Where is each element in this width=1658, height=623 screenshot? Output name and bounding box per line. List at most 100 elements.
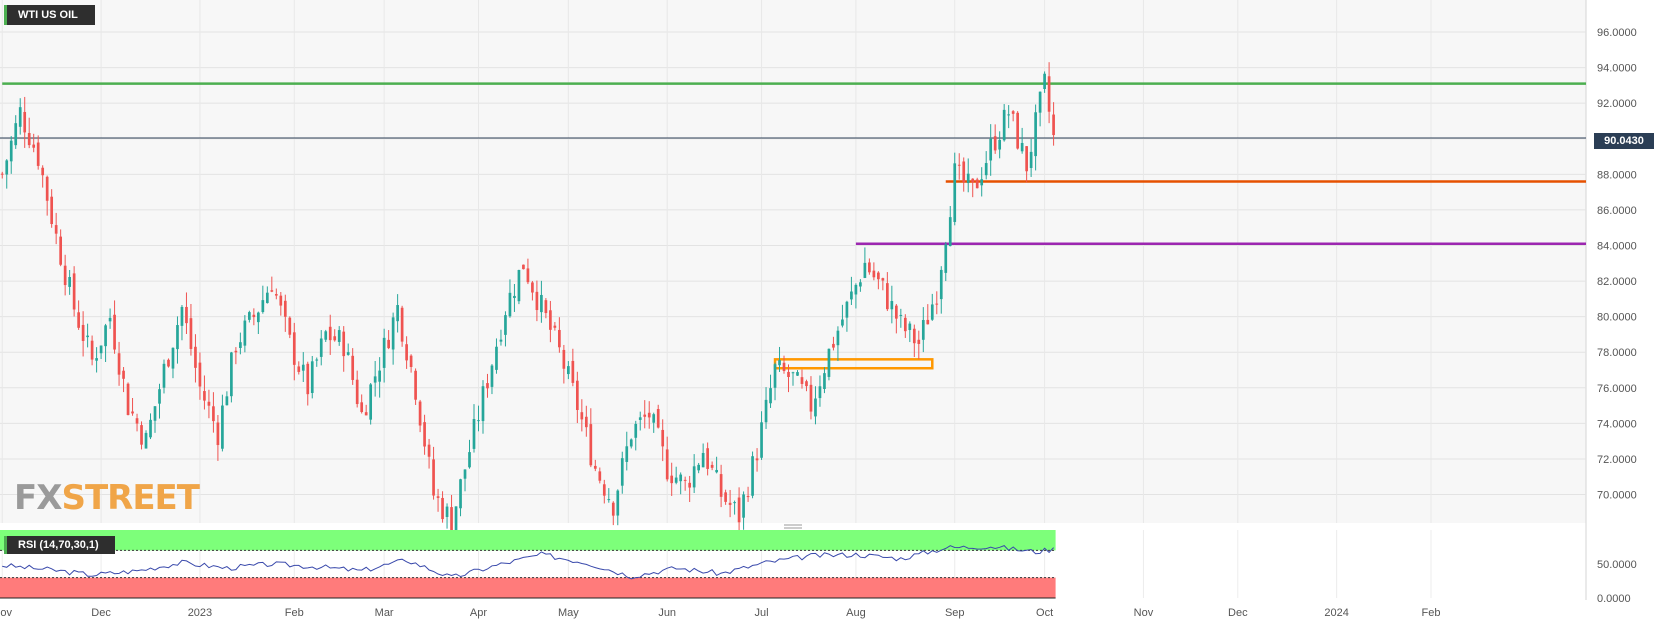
rsi-y-tick-label: 50.0000 — [1597, 559, 1637, 571]
candle-bull — [1020, 142, 1024, 152]
candle-bear — [418, 401, 422, 426]
candle-bear — [872, 270, 876, 278]
candle-bear — [809, 384, 813, 412]
candle-bear — [409, 355, 413, 367]
candle-bear — [643, 414, 647, 417]
candle-bear — [50, 196, 54, 225]
candle-bull — [477, 420, 480, 422]
candle-bull — [346, 352, 350, 355]
y-tick-label: 74.0000 — [1597, 418, 1637, 430]
candle-bull — [153, 406, 157, 421]
candle-bull — [948, 217, 952, 247]
x-tick-label: 2023 — [188, 607, 212, 619]
candle-bull — [1034, 112, 1037, 157]
candle-bear — [912, 328, 916, 344]
candle-bull — [14, 123, 18, 146]
candle-bear — [423, 422, 426, 447]
candle-bear — [274, 294, 278, 296]
candle-bull — [629, 439, 633, 447]
candle-bear — [364, 412, 368, 416]
candle-bull — [674, 477, 678, 483]
time-axis: Nov Dec 2023 Feb Mar Apr May Jun Jul Aug Sep Oct Nov… — [0, 607, 1440, 619]
candle-bear — [683, 479, 687, 481]
x-tick-label: Jul — [755, 607, 769, 619]
pane-splitter[interactable] — [784, 524, 802, 529]
candle-bear — [800, 377, 804, 384]
candle-bear — [647, 412, 651, 418]
candle-bear — [602, 484, 606, 496]
candle-bear — [23, 111, 27, 133]
candle-bull — [225, 396, 229, 406]
candle-bull — [499, 339, 503, 342]
x-tick-label: Jun — [658, 607, 676, 619]
candle-bull — [944, 244, 948, 273]
candle-bear — [1011, 111, 1015, 114]
candle-bear — [549, 310, 552, 330]
candle-bear — [544, 300, 548, 314]
candle-bull — [369, 384, 373, 420]
candle-bull — [890, 301, 894, 310]
candle-bear — [432, 459, 435, 496]
candle-bull — [939, 269, 943, 300]
candle-bull — [396, 305, 399, 322]
candle-bear — [782, 362, 786, 371]
candle-bull — [454, 506, 458, 535]
candle-bear — [203, 391, 206, 401]
candle-bull — [261, 300, 265, 313]
rsi-indicator-badge[interactable]: RSI (14,70,30,1) — [4, 536, 115, 554]
candle-bear — [450, 507, 453, 533]
candle-bull — [243, 320, 247, 346]
x-tick-label: 2024 — [1324, 607, 1348, 619]
candle-bull — [742, 494, 745, 518]
x-tick-label: Feb — [1422, 607, 1441, 619]
candle-bear — [351, 355, 355, 380]
candle-bull — [733, 502, 736, 504]
candle-bear — [414, 370, 417, 400]
y-tick-label: 92.0000 — [1597, 98, 1637, 110]
candle-bear — [77, 312, 80, 328]
candle-bear — [328, 326, 332, 341]
candle-bull — [337, 330, 341, 342]
candle-bull — [989, 138, 993, 161]
candle-bull — [490, 365, 494, 387]
candle-bear — [288, 317, 292, 335]
candle-bull — [162, 363, 166, 388]
candle-bull — [638, 417, 642, 420]
support-resistance-levels — [0, 82, 1586, 370]
candle-bull — [158, 389, 161, 404]
y-tick-label: 94.0000 — [1597, 63, 1637, 75]
logo-street: STREET — [61, 478, 200, 518]
candle-bull — [324, 331, 328, 340]
candle-bull — [468, 452, 471, 468]
candle-bull — [504, 315, 507, 335]
candle-bull — [791, 372, 795, 374]
candle-bear — [131, 411, 134, 414]
x-tick-label: Nov — [1134, 607, 1154, 619]
candle-bear — [661, 429, 665, 447]
candle-bear — [1052, 114, 1055, 136]
candle-bull — [625, 446, 629, 462]
x-tick-label: Mar — [375, 607, 394, 619]
candle-bear — [993, 136, 997, 151]
logo-fx: FX — [14, 478, 62, 518]
candle-bear — [877, 272, 880, 280]
x-tick-label: Apr — [470, 607, 487, 619]
candle-bear — [805, 381, 808, 387]
candle-bull — [378, 370, 381, 382]
candle-bull — [176, 325, 179, 350]
y-tick-label: 88.0000 — [1597, 169, 1637, 181]
candle-bear — [832, 343, 835, 348]
candle-bull — [301, 364, 305, 371]
candle-bear — [881, 278, 885, 281]
candle-bull — [495, 346, 498, 370]
candle-bull — [796, 372, 799, 376]
candle-bull — [854, 284, 858, 295]
x-tick-label: Sep — [945, 607, 965, 619]
candle-bear — [558, 329, 561, 348]
symbol-badge[interactable]: WTI US OIL — [4, 5, 95, 25]
candle-bear — [72, 273, 76, 310]
candle-bear — [562, 349, 566, 369]
candle-bull — [701, 452, 705, 468]
candle-bull — [845, 301, 849, 318]
